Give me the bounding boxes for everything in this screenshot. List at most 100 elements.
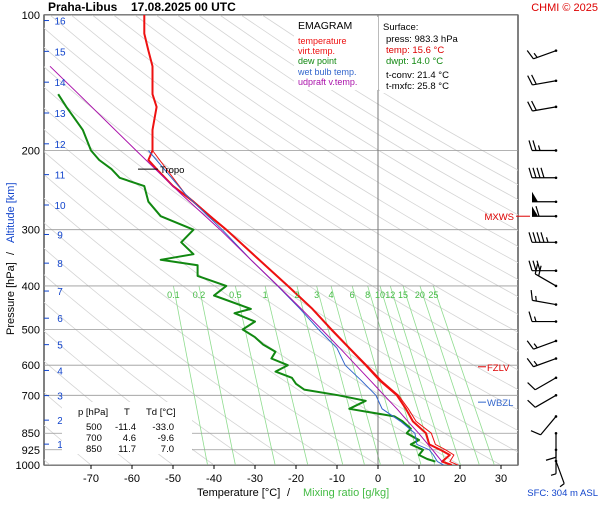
x-axis-title-temp: Temperature [°C] (197, 487, 280, 499)
wind-barb-flag (531, 431, 541, 435)
mixing-ratio-label: 2 (294, 290, 299, 300)
table-header-td: Td [°C] (146, 407, 176, 418)
x-tick-label: -60 (124, 473, 140, 485)
mixing-ratio-label: 6 (350, 290, 355, 300)
x-tick-label: -70 (83, 473, 99, 485)
legend-item-wet-bulb: wet bulb temp. (297, 67, 357, 77)
mixing-ratio-label: 0.1 (167, 290, 180, 300)
wind-barb-station (555, 49, 558, 52)
legend-item-dew-point: dew point (298, 56, 337, 66)
wind-barb-station (555, 241, 558, 244)
pressure-tick-label: 100 (22, 10, 40, 22)
wind-barb (529, 232, 557, 243)
sfc-label: SFC: 304 m ASL (527, 488, 598, 499)
wind-barb-station (555, 340, 558, 343)
pressure-tick-label: 700 (22, 390, 40, 402)
x-tick-label: -50 (165, 473, 181, 485)
mixing-ratio-label: 4 (329, 290, 334, 300)
wind-barb-flag (528, 76, 533, 85)
legend-title: EMAGRAM (298, 20, 352, 32)
wind-barb (527, 357, 557, 367)
wind-barb (527, 49, 557, 59)
wind-barb-flag (533, 232, 536, 242)
surface-temp: temp: 15.6 °C (386, 45, 444, 56)
surface-press: press: 983.3 hPa (386, 34, 459, 45)
altitude-tick-label: 5 (57, 341, 63, 352)
mixing-ratio-label: 12 (385, 290, 395, 300)
wind-barb-half-flag (535, 317, 537, 322)
wind-barb-flag (533, 261, 536, 271)
pressure-tick-label: 1000 (16, 460, 40, 472)
mixing-ratio-label: 20 (415, 290, 425, 300)
pressure-tick-label: 200 (22, 145, 40, 157)
wind-barb-flag (528, 400, 536, 407)
wind-barb-station (555, 432, 558, 435)
wind-barb-station (555, 285, 558, 288)
wind-barb-flag (532, 75, 537, 84)
legend-item-temperature: temperature (298, 36, 347, 46)
wind-barb-half-flag (539, 145, 541, 150)
pressure-tick-label: 925 (22, 445, 40, 457)
table-header-p: p [hPa] (78, 407, 108, 418)
wind-barb-station (555, 415, 558, 418)
wind-barb-pennant (532, 192, 538, 202)
wind-barb-shaft (541, 416, 556, 434)
wind-barb-half-flag (534, 53, 537, 57)
table-cell: -9.6 (158, 433, 174, 444)
wind-barb-flag (527, 358, 533, 366)
wind-barb (527, 340, 557, 350)
table-header-t: T (124, 407, 130, 418)
mixing-ratio-label: 10 (375, 290, 385, 300)
wind-barb-station (555, 394, 558, 397)
table-cell: 4.6 (123, 433, 136, 444)
wind-barb-flag (529, 261, 532, 271)
table-row: 850 11.7 7.0 (86, 444, 174, 455)
table-row: 700 4.6 -9.6 (86, 433, 174, 444)
table-cell: 7.0 (161, 444, 174, 455)
tropo-label: Tropo (160, 165, 184, 176)
credit-text: CHMI © 2025 (531, 2, 598, 14)
pressure-tick-label: 500 (22, 325, 40, 337)
x-axis-title-mix: Mixing ratio [g/kg] (303, 487, 389, 499)
surface-title: Surface: (383, 22, 418, 33)
table-cell: 700 (86, 433, 102, 444)
wind-barb-station (555, 200, 558, 203)
mixing-ratio-label: 1 (263, 290, 268, 300)
mixing-ratio-label: 8 (365, 290, 370, 300)
x-tick-label: 10 (413, 473, 425, 485)
x-tick-label: -30 (247, 473, 263, 485)
wind-barb-flag (529, 140, 532, 150)
altitude-tick-label: 14 (54, 78, 66, 89)
wind-barb-flag (537, 232, 540, 242)
surface-dwpt: dwpt: 14.0 °C (386, 56, 443, 67)
wind-barb-flag (541, 232, 544, 242)
wind-barb-half-flag (536, 296, 537, 301)
wind-barb (529, 312, 557, 323)
wind-barb (529, 168, 557, 179)
altitude-tick-label: 7 (57, 287, 63, 298)
wind-barb-flag (529, 168, 532, 178)
mxws-label: MXWS (484, 212, 514, 223)
wind-barb (528, 101, 558, 111)
mixing-ratio-label: 25 (428, 290, 438, 300)
wind-barb-flag (532, 101, 537, 110)
x-axis-title-sep: / (287, 487, 291, 499)
pressure-tick-label: 850 (22, 428, 40, 440)
table-cell: 850 (86, 444, 102, 455)
surface-tmxfc: t-mxfc: 25.8 °C (386, 81, 449, 92)
wind-barb-half-flag (560, 484, 564, 487)
wind-barb-station (555, 149, 558, 152)
table-cell: -11.4 (115, 422, 136, 433)
altitude-tick-label: 3 (57, 392, 63, 403)
wind-barb-station (555, 303, 558, 306)
table-cell: -33.0 (152, 422, 174, 433)
mixing-ratio-label: 0.2 (193, 290, 206, 300)
wind-barb-station (555, 176, 558, 179)
wind-barb-flag (529, 232, 532, 242)
x-tick-label: -40 (206, 473, 222, 485)
wind-barb-shaft (535, 395, 556, 407)
y-axis-title-alt: Altitude [km] (5, 182, 17, 243)
pressure-tick-label: 600 (22, 360, 40, 372)
altitude-tick-label: 16 (54, 17, 66, 28)
legend-item-updraft: udpraft v.temp. (298, 77, 357, 87)
